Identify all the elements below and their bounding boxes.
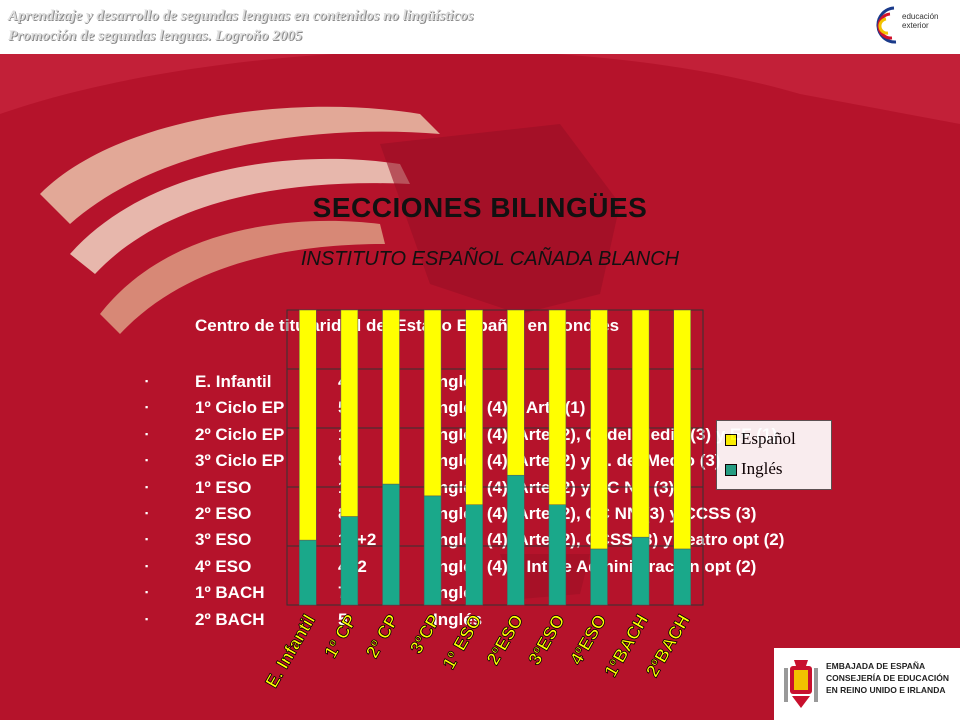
bar-ingles bbox=[423, 495, 442, 606]
x-tick-label: 1º CP bbox=[320, 611, 361, 661]
embassy-line-2: CONSEJERÍA DE EDUCACIÓN bbox=[826, 673, 949, 683]
row-subjects: Inglés bbox=[433, 610, 483, 629]
bar-espanol bbox=[673, 309, 691, 550]
bar-espanol bbox=[382, 309, 400, 485]
slide-subtitle: INSTITUTO ESPAÑOL CAÑADA BLANCH bbox=[300, 248, 680, 270]
x-tick-label: 2º CP bbox=[362, 611, 403, 661]
decorative-arches bbox=[0, 54, 960, 599]
x-tick-label: 1º ESO bbox=[439, 611, 486, 673]
legend-item-ingles: Inglés bbox=[725, 459, 783, 479]
row-level: 1º Ciclo EP bbox=[195, 398, 285, 417]
bar-espanol bbox=[507, 309, 525, 476]
bar-ingles bbox=[590, 548, 608, 606]
legend-label-espanol: Español bbox=[741, 429, 796, 448]
header-text: Aprendizaje y desarrollo de segundas len… bbox=[8, 6, 473, 46]
bar-ingles bbox=[548, 504, 567, 606]
bar-ingles bbox=[673, 548, 691, 606]
row-level: 1º BACH bbox=[195, 583, 265, 602]
bar-espanol bbox=[548, 309, 567, 505]
bar-espanol bbox=[631, 309, 650, 538]
bar-ingles bbox=[465, 504, 483, 606]
legend-item-espanol: Español bbox=[725, 429, 796, 449]
bar-espanol bbox=[299, 309, 317, 541]
legend-swatch-ingles bbox=[725, 464, 737, 477]
embassy-line-1: EMBAJADA DE ESPAÑA bbox=[826, 661, 926, 671]
x-tick-label: 2ºESO bbox=[483, 611, 528, 668]
logo-line-2: exterior bbox=[902, 21, 929, 30]
bullet-icon: ▪ bbox=[145, 561, 149, 571]
row-level: 3º ESO bbox=[195, 530, 252, 549]
embassy-logo: EMBAJADA DE ESPAÑA CONSEJERÍA DE EDUCACI… bbox=[774, 648, 960, 720]
bar-ingles bbox=[299, 539, 317, 606]
embassy-line-3: EN REINO UNIDO E IRLANDA bbox=[826, 685, 946, 695]
bar-espanol bbox=[423, 309, 442, 497]
bar-ingles bbox=[507, 474, 525, 606]
row-level: E. Infantil bbox=[195, 372, 272, 391]
x-tick-label: 4ºESO bbox=[566, 611, 611, 668]
bullet-icon: ▪ bbox=[145, 614, 149, 624]
legend-swatch-espanol bbox=[725, 434, 737, 447]
educacion-exterior-logo: educación exterior bbox=[866, 2, 946, 52]
header-line-2: Promoción de segundas lenguas. Logroño 2… bbox=[8, 28, 303, 44]
bullet-icon: ▪ bbox=[145, 429, 149, 439]
x-tick-label: 3ºESO bbox=[524, 611, 569, 668]
bullet-icon: ▪ bbox=[145, 534, 149, 544]
legend-label-ingles: Inglés bbox=[741, 459, 783, 478]
row-level: 2º Ciclo EP bbox=[195, 425, 285, 444]
bullet-icon: ▪ bbox=[145, 508, 149, 518]
row-level: 2º ESO bbox=[195, 504, 252, 523]
bullet-icon: ▪ bbox=[145, 482, 149, 492]
bullet-icon: ▪ bbox=[145, 376, 149, 386]
row-level: 4º ESO bbox=[195, 557, 252, 576]
logo-line-1: educación bbox=[902, 12, 939, 21]
slide-title: SECCIONES BILINGÜES bbox=[312, 192, 648, 223]
header-bar: Aprendizaje y desarrollo de segundas len… bbox=[0, 0, 960, 54]
bar-espanol bbox=[465, 309, 483, 505]
row-level: 3º Ciclo EP bbox=[195, 451, 285, 470]
bullet-icon: ▪ bbox=[145, 587, 149, 597]
bar-espanol bbox=[340, 309, 359, 517]
bullet-icon: ▪ bbox=[145, 402, 149, 412]
red-background bbox=[0, 54, 960, 720]
header-line-1: Aprendizaje y desarrollo de segundas len… bbox=[8, 8, 474, 24]
row-hours: 5 bbox=[338, 610, 348, 629]
bullet-icon: ▪ bbox=[145, 455, 149, 465]
bar-ingles bbox=[382, 483, 400, 606]
chart-legend: Español Inglés bbox=[716, 420, 832, 490]
logo-swirl-icon bbox=[876, 6, 897, 44]
row-level: 1º ESO bbox=[195, 478, 252, 497]
bar-ingles bbox=[340, 516, 359, 606]
row-level: 2º BACH bbox=[195, 610, 265, 629]
x-tick-label: 3ºCP bbox=[406, 611, 444, 657]
coat-of-arms-icon bbox=[784, 660, 818, 708]
bar-espanol bbox=[590, 309, 608, 550]
bar-ingles bbox=[631, 536, 650, 606]
plot-area bbox=[286, 309, 704, 606]
x-tick-label: E. Infantil bbox=[261, 611, 319, 691]
